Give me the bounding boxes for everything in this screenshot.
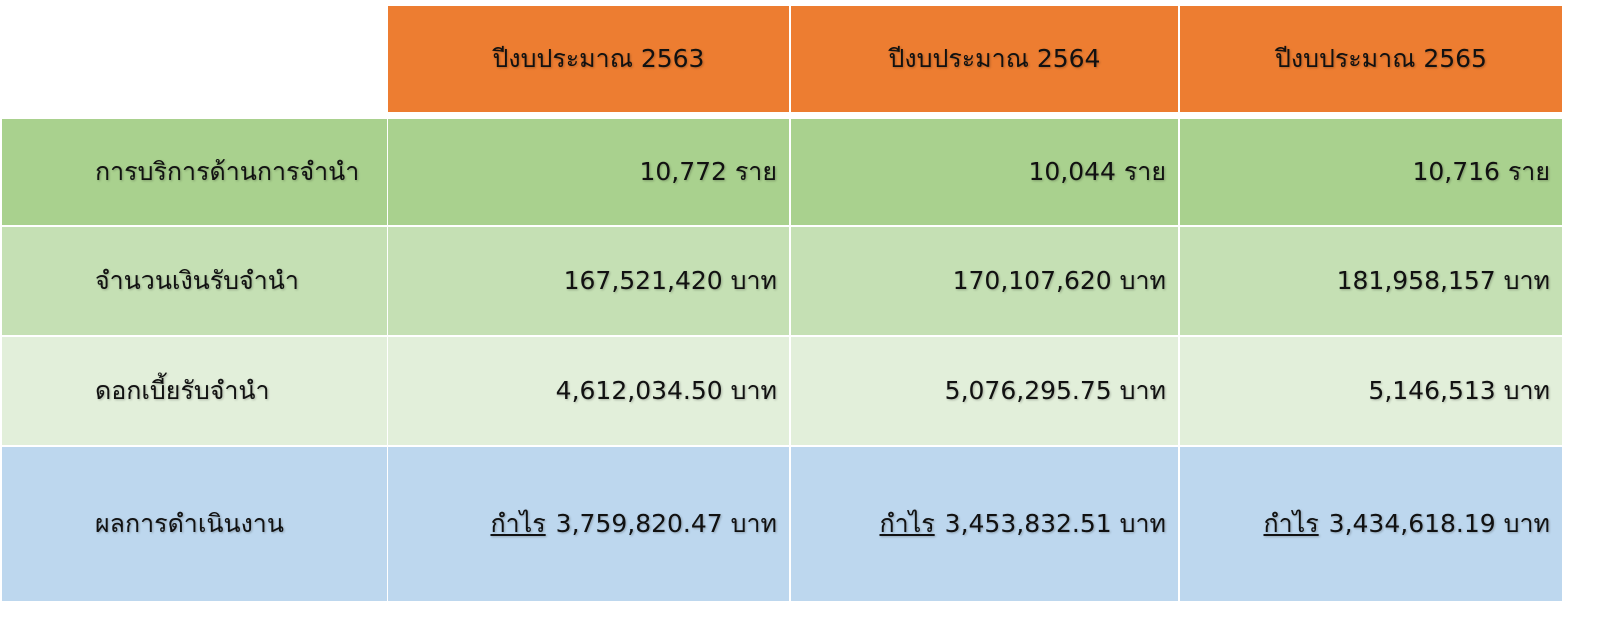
cell-value: 5,076,295.75 บาท [944,376,1166,405]
profit-label: กำไร [490,509,546,538]
table-cell: 167,521,420 บาท [388,227,789,335]
table-cell: กำไร 3,453,832.51 บาท [791,447,1178,601]
column-header: ปีงบประมาณ 2564 [791,6,1178,112]
cell-value: 3,434,618.19 บาท [1328,509,1550,538]
label-text: จำนวนเงินรับจำนำ [95,266,299,295]
cell-value: 181,958,157 บาท [1336,266,1550,295]
cell-value: 5,146,513 บาท [1368,376,1550,405]
cell-value: 3,453,832.51 บาท [944,509,1166,538]
row-label: ดอกเบี้ยรับจำนำ [2,337,387,445]
table-cell: 10,772 ราย [388,119,789,225]
label-text: การบริการด้านการจำนำ [95,157,360,186]
table-cell: 10,044 ราย [791,119,1178,225]
profit-label: กำไร [879,509,935,538]
header-text: ปีงบประมาณ 2565 [1275,44,1487,73]
table-cell: 170,107,620 บาท [791,227,1178,335]
row-label: การบริการด้านการจำนำ [2,119,387,225]
label-text: ผลการดำเนินงาน [95,509,284,538]
cell-value: 4,612,034.50 บาท [555,376,777,405]
profit-label: กำไร [1263,509,1319,538]
row-label: ผลการดำเนินงาน [2,447,387,601]
cell-value: 10,044 ราย [1028,157,1166,186]
cell-value: 10,772 ราย [639,157,777,186]
table-cell: 5,076,295.75 บาท [791,337,1178,445]
cell-value: 167,521,420 บาท [563,266,777,295]
label-text: ดอกเบี้ยรับจำนำ [95,376,270,405]
cell-value: 170,107,620 บาท [952,266,1166,295]
table-cell: 4,612,034.50 บาท [388,337,789,445]
column-header: ปีงบประมาณ 2563 [388,6,789,112]
header-text: ปีงบประมาณ 2563 [492,44,705,73]
table-cell: กำไร 3,759,820.47 บาท [388,447,789,601]
cell-value: 10,716 ราย [1412,157,1550,186]
table-cell: 5,146,513 บาท [1180,337,1562,445]
row-label: จำนวนเงินรับจำนำ [2,227,387,335]
header-text: ปีงบประมาณ 2564 [888,44,1101,73]
table-cell: 181,958,157 บาท [1180,227,1562,335]
cell-value: 3,759,820.47 บาท [555,509,777,538]
column-header: ปีงบประมาณ 2565 [1180,6,1562,112]
table-cell: กำไร 3,434,618.19 บาท [1180,447,1562,601]
table-cell: 10,716 ราย [1180,119,1562,225]
